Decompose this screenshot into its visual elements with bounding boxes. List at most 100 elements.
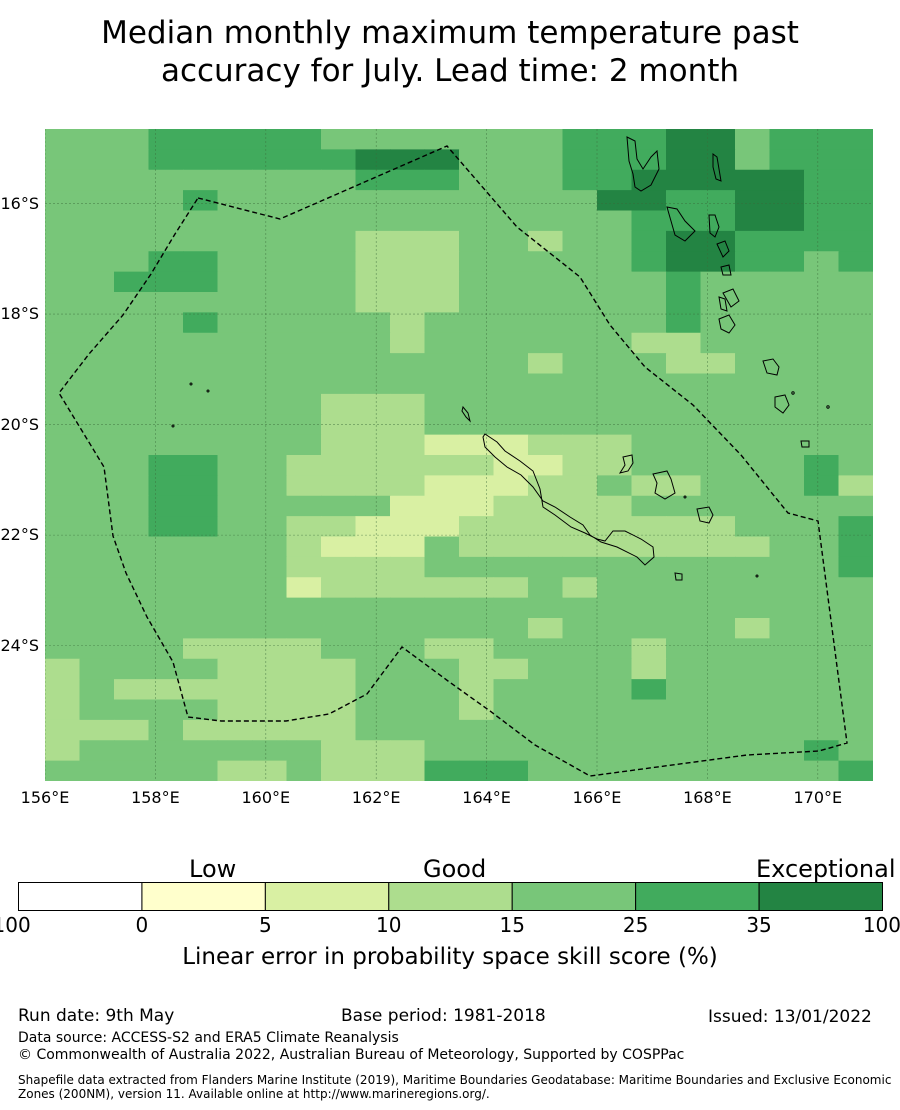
colorbar-tick-label: -100 xyxy=(0,913,31,937)
grid-cell xyxy=(459,475,495,497)
title-line-1: Median monthly maximum temperature past xyxy=(101,15,799,51)
grid-cell xyxy=(631,638,667,660)
colorbar-tick-label: 100 xyxy=(862,913,900,937)
grid-cell xyxy=(424,292,460,313)
grid-cell xyxy=(735,373,771,395)
colorbar-segment xyxy=(141,882,266,911)
grid-cell xyxy=(562,699,598,721)
grid-cell xyxy=(79,434,115,456)
grid-cell xyxy=(700,618,736,639)
islet-j xyxy=(683,495,687,499)
islet-d xyxy=(791,391,795,395)
grid-cell xyxy=(390,760,426,781)
grid-cell xyxy=(286,230,322,252)
grid-cell xyxy=(424,760,460,781)
grid-cell xyxy=(838,393,873,415)
grid-cell xyxy=(666,393,702,415)
grid-cell xyxy=(217,129,253,150)
grid-cell xyxy=(148,475,184,497)
grid-cell xyxy=(631,658,667,680)
grid-cell xyxy=(735,638,771,660)
grid-cell xyxy=(459,618,495,639)
grid-cell xyxy=(597,332,633,354)
colorbar-tick-label: 0 xyxy=(135,913,149,937)
grid-cell xyxy=(562,271,598,293)
efate-coastline xyxy=(716,240,730,258)
grid-cell xyxy=(838,353,873,375)
grid-cell xyxy=(321,230,357,252)
grid-cell xyxy=(183,190,219,212)
grid-cell xyxy=(459,373,495,395)
grid-cell xyxy=(666,149,702,171)
grid-cell xyxy=(252,312,288,334)
grid-cell xyxy=(45,516,81,538)
grid-cell xyxy=(562,577,598,599)
grid-cell xyxy=(217,516,253,538)
grid-cell xyxy=(804,292,840,313)
grid-cell xyxy=(735,536,771,558)
grid-cell xyxy=(321,577,357,599)
grid-cell xyxy=(79,455,115,476)
grid-cell xyxy=(355,251,391,273)
grid-cell xyxy=(286,169,322,191)
grid-cell xyxy=(804,353,840,375)
grid-cell xyxy=(390,658,426,680)
grid-cell xyxy=(769,251,805,273)
grid-cell xyxy=(493,414,529,436)
epi-coastline xyxy=(720,264,732,276)
grid-cell xyxy=(183,210,219,232)
grid-cell xyxy=(390,332,426,354)
grid-cell xyxy=(114,271,150,293)
grid-cell xyxy=(493,638,529,660)
colorbar xyxy=(18,882,883,911)
grid-cell xyxy=(528,251,564,273)
grid-cell xyxy=(355,577,391,599)
grid-cell xyxy=(459,190,495,212)
grid-cell xyxy=(114,658,150,680)
grid-cell xyxy=(562,536,598,558)
grid-cell xyxy=(493,618,529,639)
grid-cell xyxy=(252,129,288,150)
grid-cell xyxy=(79,597,115,619)
grid-cell xyxy=(79,516,115,538)
grid-cell xyxy=(735,740,771,762)
grid-cell xyxy=(183,373,219,395)
longitude-tick-label: 164°E xyxy=(462,788,511,807)
grid-cell xyxy=(597,169,633,191)
grid-cell xyxy=(355,373,391,395)
grid-cell xyxy=(217,760,253,781)
grid-cell xyxy=(286,577,322,599)
grid-cell xyxy=(286,719,322,741)
grid-cell xyxy=(769,353,805,375)
grid-cell xyxy=(355,230,391,252)
grid-cell xyxy=(459,393,495,415)
grid-cell xyxy=(528,312,564,334)
grid-cell xyxy=(45,577,81,599)
grid-cell xyxy=(390,373,426,395)
grid-cell xyxy=(183,597,219,619)
grid-cell xyxy=(390,618,426,639)
grid-cell xyxy=(631,312,667,334)
grid-cell xyxy=(114,760,150,781)
grid-cell xyxy=(493,699,529,721)
grid-cell xyxy=(45,434,81,456)
grid-cell xyxy=(286,516,322,538)
grid-cell xyxy=(79,210,115,232)
grid-cell xyxy=(459,699,495,721)
grid-cell xyxy=(79,679,115,701)
grid-cell xyxy=(666,638,702,660)
grid-cell xyxy=(666,760,702,781)
grid-cell xyxy=(114,332,150,354)
erromango-coastline xyxy=(722,288,740,308)
grid-cell xyxy=(114,393,150,415)
longitude-tick-label: 166°E xyxy=(572,788,622,807)
islet-b xyxy=(774,394,790,414)
grid-cell xyxy=(700,353,736,375)
grid-cell xyxy=(286,556,322,578)
grid-cell xyxy=(183,332,219,354)
grid-cell xyxy=(355,495,391,517)
islet-a xyxy=(762,358,780,376)
grid-cell xyxy=(217,658,253,680)
grid-cell xyxy=(183,658,219,680)
grid-cell xyxy=(528,230,564,252)
